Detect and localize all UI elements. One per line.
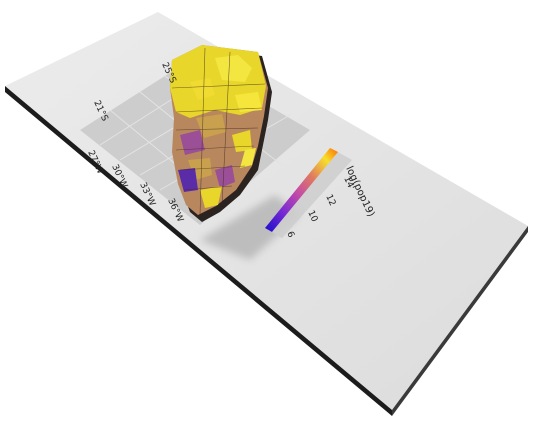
- legend-tick-label: 12: [323, 193, 337, 208]
- legend-tick-label: 14: [341, 175, 355, 190]
- map-shadow: [200, 195, 300, 260]
- legend: log(pop19) 6 10 12 14: [265, 148, 376, 240]
- legend-tick-label: 10: [305, 209, 319, 224]
- legend-tick-label: 6: [284, 230, 296, 240]
- choropleth-map-region: [170, 45, 272, 222]
